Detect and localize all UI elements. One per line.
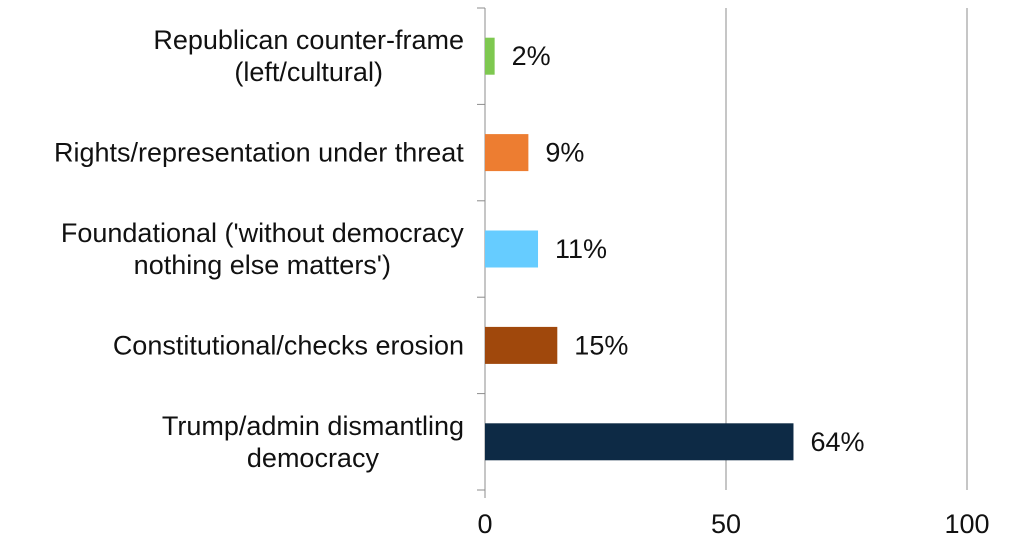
category-label-line: Republican counter-frame — [153, 25, 464, 55]
bar-4 — [485, 423, 794, 461]
bars — [485, 37, 794, 461]
category-label-line: democracy — [247, 443, 380, 473]
category-label-line: (left/cultural) — [234, 57, 383, 87]
category-label-line: Foundational ('without democracy — [61, 218, 464, 248]
bar-3 — [485, 326, 558, 364]
x-tick-label-50: 50 — [711, 509, 741, 539]
bar-value-label-2: 11% — [555, 234, 607, 264]
bar-0 — [485, 37, 495, 75]
category-label-3: Constitutional/checks erosion — [113, 330, 464, 360]
category-label-2: Foundational ('without democracy nothing … — [61, 218, 464, 280]
bar-value-label-3: 15% — [574, 330, 628, 360]
category-label-4: Trump/admin dismantling democracy — [162, 411, 464, 473]
x-tick-label-0: 0 — [477, 509, 492, 539]
bar-value-label-0: 2% — [512, 41, 551, 71]
category-label-0: Republican counter-frame (left/cultural) — [153, 25, 464, 87]
bar-2 — [485, 230, 539, 268]
category-label-line: Constitutional/checks erosion — [113, 330, 464, 360]
x-tick-label-100: 100 — [944, 509, 989, 539]
labels: 0 50 100 2% Republican counter-frame (left/cu… — [54, 25, 990, 539]
category-label-1: Rights/representation under threat — [54, 138, 464, 168]
bar-1 — [485, 134, 529, 172]
bar-value-label-4: 64% — [810, 427, 864, 457]
gridlines — [725, 8, 968, 490]
axes — [477, 7, 486, 498]
category-label-line: Trump/admin dismantling — [162, 411, 464, 441]
category-label-line: Rights/representation under threat — [54, 138, 464, 168]
category-label-line: nothing else matters') — [134, 250, 391, 280]
bar-value-label-1: 9% — [545, 138, 584, 168]
